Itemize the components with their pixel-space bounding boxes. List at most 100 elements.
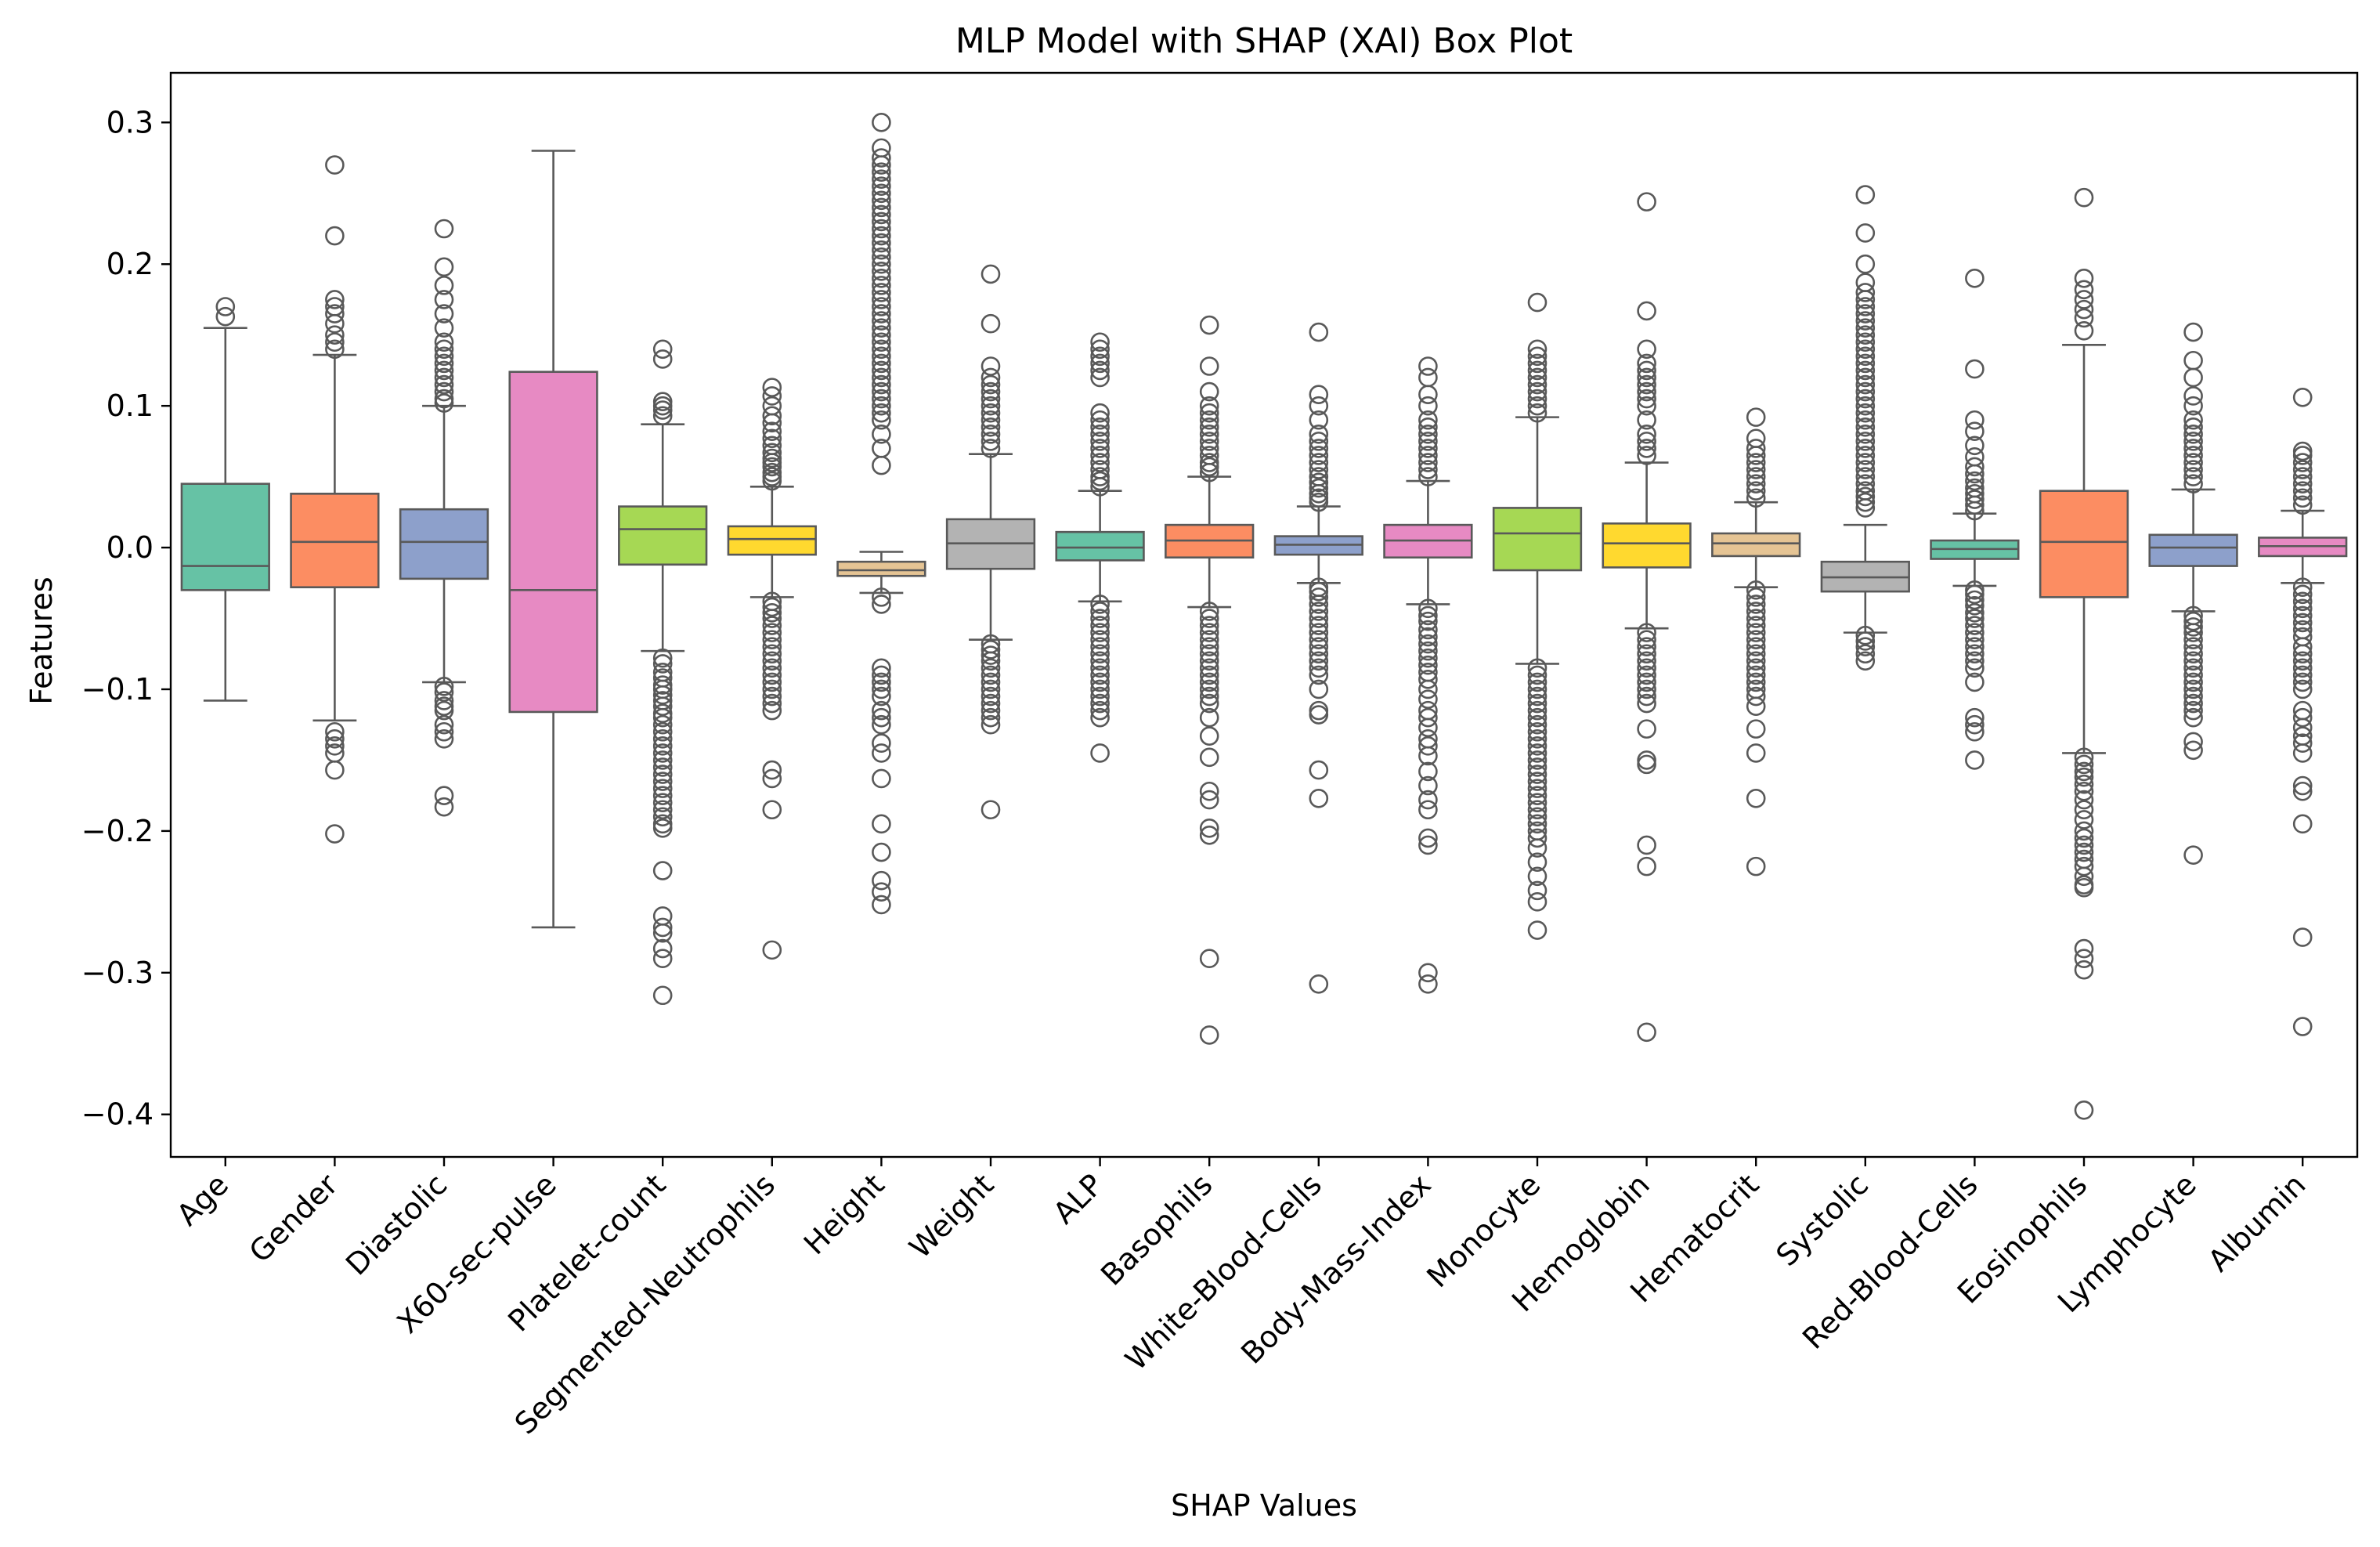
outlier-point bbox=[762, 462, 782, 483]
outlier-point bbox=[1855, 439, 1876, 458]
outlier-point bbox=[1418, 679, 1438, 699]
outlier-point bbox=[1199, 1025, 1219, 1045]
outlier-point bbox=[762, 448, 782, 468]
outlier-point bbox=[1855, 381, 1876, 402]
outlier-point bbox=[1855, 453, 1876, 472]
outlier-point bbox=[2292, 679, 2313, 699]
outlier-point bbox=[1965, 750, 1985, 770]
outlier-point bbox=[762, 386, 782, 406]
outlier-point bbox=[2074, 828, 2094, 848]
outlier-point bbox=[2183, 611, 2203, 631]
outlier-point bbox=[1199, 356, 1219, 376]
outlier-point bbox=[1309, 472, 1329, 493]
outlier-point bbox=[1637, 856, 1656, 877]
outlier-point bbox=[1965, 714, 1985, 735]
outlier-point bbox=[1090, 630, 1110, 649]
outlier-point bbox=[1309, 609, 1329, 628]
outlier-point bbox=[1855, 631, 1876, 651]
box-group bbox=[1165, 315, 1255, 1045]
outlier-point bbox=[2183, 467, 2203, 486]
box-iqr bbox=[508, 370, 598, 714]
outlier-point bbox=[1418, 689, 1438, 709]
outlier-point bbox=[1965, 590, 1985, 610]
outlier-point bbox=[762, 686, 782, 707]
box-iqr bbox=[290, 493, 380, 589]
outlier-point bbox=[872, 138, 891, 158]
outlier-point bbox=[1418, 761, 1438, 782]
outlier-point bbox=[1090, 595, 1110, 614]
x-axis-label: SHAP Values bbox=[1171, 1488, 1357, 1523]
outlier-point bbox=[1199, 403, 1219, 423]
outlier-point bbox=[2074, 290, 2094, 309]
outlier-point bbox=[1418, 736, 1438, 756]
outlier-point bbox=[1746, 580, 1766, 600]
outlier-point bbox=[1090, 651, 1110, 671]
outlier-point bbox=[1199, 396, 1219, 416]
outlier-point bbox=[1199, 949, 1219, 969]
outlier-point bbox=[872, 197, 891, 218]
outlier-point bbox=[2183, 845, 2203, 865]
outlier-point bbox=[325, 760, 345, 780]
outlier-point bbox=[1199, 630, 1219, 649]
box-iqr bbox=[727, 525, 817, 556]
outlier-point bbox=[872, 672, 891, 692]
outlier-point bbox=[1855, 311, 1876, 331]
outlier-point bbox=[1090, 693, 1110, 714]
outlier-point bbox=[1527, 700, 1548, 721]
outlier-point bbox=[1527, 353, 1548, 374]
outlier-point bbox=[1090, 446, 1110, 465]
outlier-point bbox=[1965, 457, 1985, 477]
outlier-point bbox=[2183, 417, 2203, 437]
outlier-point bbox=[872, 814, 891, 834]
outlier-point bbox=[1527, 374, 1548, 395]
outlier-point bbox=[652, 339, 673, 360]
outlier-point bbox=[1199, 726, 1219, 746]
outlier-point bbox=[1090, 679, 1110, 699]
outlier-point bbox=[1855, 396, 1876, 416]
outlier-point bbox=[1090, 332, 1110, 352]
outlier-point bbox=[1746, 602, 1766, 621]
outlier-point bbox=[2183, 474, 2203, 493]
outlier-point bbox=[1309, 630, 1329, 649]
outlier-point bbox=[1199, 790, 1219, 810]
outlier-point bbox=[1746, 665, 1766, 685]
outlier-point bbox=[1855, 273, 1876, 293]
outlier-point bbox=[1855, 460, 1876, 479]
outlier-point bbox=[2292, 474, 2313, 493]
outlier-point bbox=[762, 443, 782, 463]
outlier-point bbox=[1637, 410, 1656, 430]
outlier-point bbox=[981, 432, 1001, 451]
outlier-point bbox=[1965, 623, 1985, 642]
outlier-point bbox=[1090, 609, 1110, 628]
outlier-point bbox=[2183, 700, 2203, 721]
outlier-point bbox=[1746, 474, 1766, 493]
outlier-point bbox=[762, 679, 782, 699]
outlier-point bbox=[325, 297, 345, 316]
box-group bbox=[508, 150, 598, 929]
outlier-point bbox=[434, 729, 454, 749]
outlier-point bbox=[872, 290, 891, 309]
outlier-point bbox=[652, 696, 673, 716]
outlier-point bbox=[652, 938, 673, 959]
outlier-point bbox=[1199, 453, 1219, 472]
outlier-point bbox=[1527, 892, 1548, 912]
outlier-point bbox=[2074, 856, 2094, 877]
outlier-point bbox=[1527, 346, 1548, 367]
outlier-point bbox=[2074, 835, 2094, 855]
outlier-point bbox=[1090, 686, 1110, 707]
outlier-point bbox=[872, 425, 891, 444]
outlier-point bbox=[1637, 432, 1656, 451]
outlier-point bbox=[762, 421, 782, 442]
outlier-point bbox=[434, 389, 454, 409]
outlier-point bbox=[2183, 651, 2203, 671]
outlier-point bbox=[1309, 616, 1329, 635]
outlier-point bbox=[1309, 410, 1329, 430]
outlier-point bbox=[1637, 339, 1656, 360]
outlier-point bbox=[1309, 322, 1329, 342]
outlier-point bbox=[1309, 439, 1329, 458]
outlier-point bbox=[981, 367, 1001, 388]
outlier-point bbox=[1090, 658, 1110, 678]
outlier-point bbox=[872, 176, 891, 197]
box-group bbox=[836, 113, 926, 915]
outlier-point bbox=[1090, 346, 1110, 367]
